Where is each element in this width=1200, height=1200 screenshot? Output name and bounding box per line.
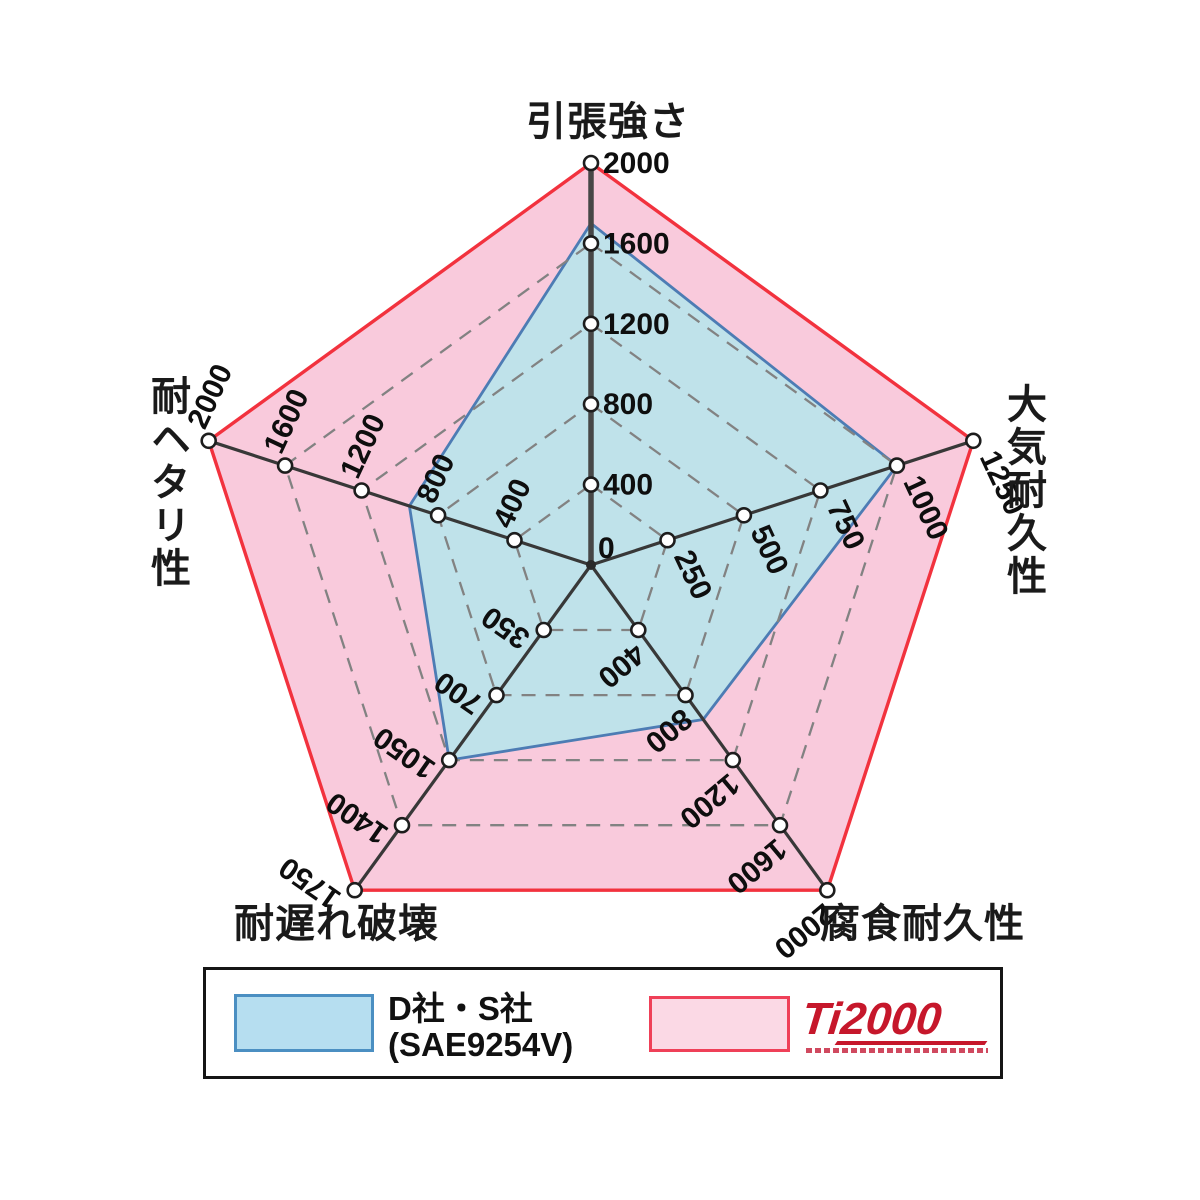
legend-swatch-ti2000 <box>649 996 790 1052</box>
tick-label: 0 <box>598 532 615 565</box>
axis-label-atmospheric-durability: 大気耐久性 <box>1001 383 1045 598</box>
tick-marker <box>771 816 789 834</box>
legend: D社・S社 (SAE9254V) Ti2000 <box>203 967 1003 1079</box>
ti2000-logo: Ti2000 <box>799 993 944 1044</box>
axis-line <box>590 439 974 567</box>
tick-marker <box>346 881 364 899</box>
legend-label-ti2000: Ti2000 <box>799 993 1002 1053</box>
tick-marker <box>677 686 694 704</box>
tick-label: 1600 <box>603 227 670 260</box>
tick-marker <box>200 432 217 450</box>
tick-marker <box>429 506 447 524</box>
tick-marker <box>582 315 600 333</box>
tick-marker <box>724 751 742 769</box>
tick-marker <box>276 457 294 474</box>
tick-marker <box>964 432 982 450</box>
tick-marker <box>506 531 523 549</box>
legend-label-line2: (SAE9254V) <box>388 1026 574 1063</box>
legend-label-line1: D社・S社 <box>388 990 533 1027</box>
axis-line <box>208 439 592 567</box>
tick-marker <box>582 235 600 252</box>
axis-label-sag-resistance: 耐ヘタリ性 <box>145 375 189 590</box>
axis-line <box>353 564 593 892</box>
tick-marker <box>393 816 411 834</box>
tick-label: 2000 <box>181 359 239 433</box>
grid-ring <box>283 241 899 827</box>
tick-marker <box>440 751 458 769</box>
tick-marker <box>582 395 600 413</box>
tick-marker <box>659 531 676 549</box>
tick-label: 2000 <box>603 147 670 180</box>
tick-marker <box>735 506 753 524</box>
grid-ring <box>360 322 822 762</box>
tick-marker <box>812 482 829 499</box>
tick-marker <box>582 476 600 493</box>
axis-label-tensile-strength: 引張強さ <box>526 100 690 144</box>
tick-marker <box>535 621 553 639</box>
tick-label: 800 <box>603 388 653 421</box>
tick-marker <box>582 154 600 172</box>
legend-label-d-s-company: D社・S社 (SAE9254V) <box>388 991 573 1063</box>
tick-marker <box>629 621 647 639</box>
tick-label: 400 <box>603 469 653 502</box>
tick-marker <box>888 457 906 474</box>
tick-marker <box>818 881 836 899</box>
tick-label: 1200 <box>603 308 670 341</box>
series-area-d-s-company <box>407 221 899 762</box>
axis-label-corrosion-durability: 腐食耐久性 <box>820 902 1025 946</box>
legend-swatch-d-s-company <box>234 994 374 1052</box>
ti2000-tagline <box>806 1048 988 1053</box>
axis-line <box>589 564 829 892</box>
axis-label-delayed-fracture-resistance: 耐遅れ破壊 <box>234 902 439 946</box>
grid-ring <box>513 483 669 632</box>
tick-marker <box>353 482 370 499</box>
grid-ring <box>436 402 746 697</box>
tick-marker <box>488 686 505 704</box>
ti2000-logo-underline <box>834 1041 988 1045</box>
axis-origin <box>586 560 596 570</box>
